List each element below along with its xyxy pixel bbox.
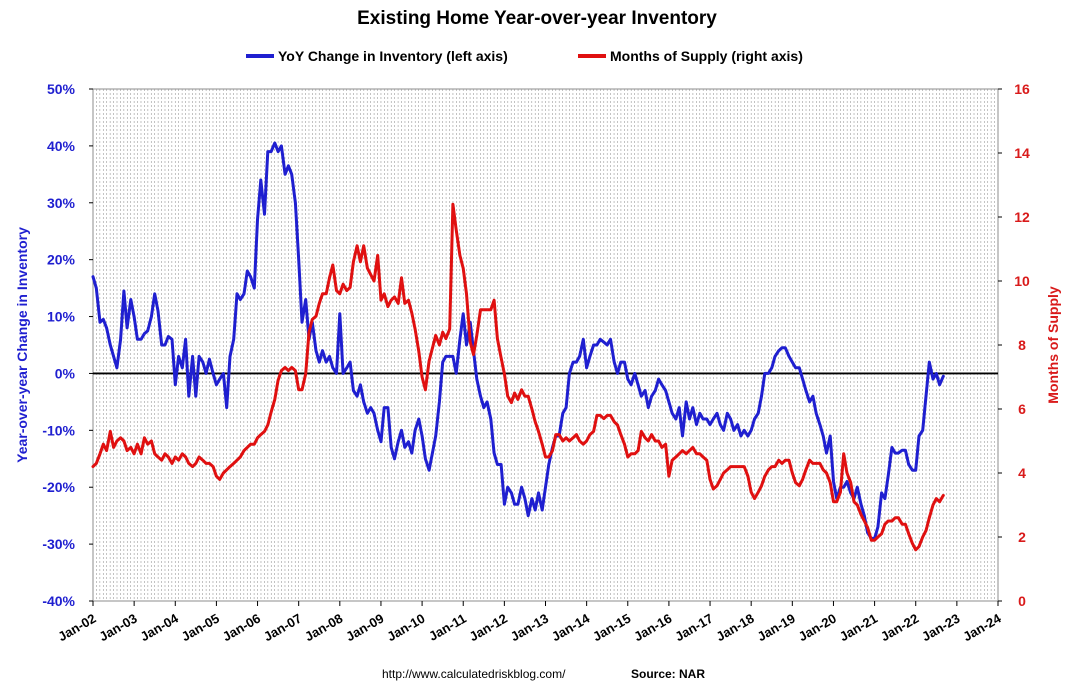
source-url: http://www.calculatedriskblog.com/ xyxy=(382,667,566,681)
x-tick-label: Jan-04 xyxy=(138,610,182,644)
x-tick-label: Jan-08 xyxy=(302,611,345,645)
y-left-tick-label: -10% xyxy=(42,422,75,438)
y-right-tick-label: 2 xyxy=(1018,529,1026,545)
x-tick-label: Jan-11 xyxy=(426,611,469,644)
x-tick-label: Jan-24 xyxy=(960,610,1004,644)
series-line-months-supply xyxy=(91,202,945,552)
x-tick-label: Jan-02 xyxy=(55,611,98,645)
x-tick-label: Jan-14 xyxy=(549,610,593,644)
series-layer xyxy=(91,141,945,552)
y-left-tick-label: 30% xyxy=(47,195,76,211)
x-tick-label: Jan-18 xyxy=(713,611,756,645)
x-tick-label: Jan-13 xyxy=(508,611,551,645)
legend: YoY Change in Inventory (left axis) Mont… xyxy=(246,48,803,64)
y-right-tick-label: 4 xyxy=(1018,465,1026,481)
x-tick-label: Jan-09 xyxy=(343,611,386,645)
x-tick-label: Jan-05 xyxy=(179,611,222,645)
x-tick-label: Jan-23 xyxy=(919,611,962,645)
y-left-tick-label: -30% xyxy=(42,536,75,552)
y-right-tick-label: 16 xyxy=(1014,81,1030,97)
x-tick-label: Jan-06 xyxy=(220,611,263,645)
x-tick-label: Jan-21 xyxy=(837,611,880,645)
x-tick-label: Jan-15 xyxy=(590,611,633,645)
x-tick-label: Jan-10 xyxy=(384,611,427,645)
y-right-tick-label: 12 xyxy=(1014,209,1030,225)
chart-title: Existing Home Year-over-year Inventory xyxy=(357,8,717,29)
y-left-tick-label: -40% xyxy=(42,593,75,609)
y-right-tick-label: 6 xyxy=(1018,401,1026,417)
y-right-tick-label: 8 xyxy=(1018,337,1026,353)
x-tick-label: Jan-03 xyxy=(96,611,139,645)
y-left-tick-label: 10% xyxy=(47,309,76,325)
x-tick-label: Jan-16 xyxy=(631,611,674,645)
x-tick-label: Jan-12 xyxy=(467,611,510,645)
series-line-yoy-inventory xyxy=(91,141,945,540)
source-label: Source: NAR xyxy=(631,667,705,681)
x-tick-label: Jan-20 xyxy=(796,611,839,645)
y-left-tick-label: 40% xyxy=(47,138,76,154)
y-axis-right-label: Months of Supply xyxy=(1045,286,1061,404)
y-right-tick-label: 14 xyxy=(1014,145,1030,161)
y-axis-left-label: Year-over-year Change in Inventory xyxy=(14,227,30,463)
x-tick-label: Jan-22 xyxy=(878,611,921,645)
x-tick-label: Jan-19 xyxy=(755,611,798,645)
y-left-tick-label: 50% xyxy=(47,81,76,97)
y-right-tick-label: 0 xyxy=(1018,593,1026,609)
y-left-tick-label: 20% xyxy=(47,252,76,268)
y-left-tick-label: 0% xyxy=(55,365,76,381)
y-left-tick-label: -20% xyxy=(42,479,75,495)
grid-layer xyxy=(93,89,998,601)
legend-label-months-supply: Months of Supply (right axis) xyxy=(610,48,803,64)
legend-label-yoy: YoY Change in Inventory (left axis) xyxy=(278,48,508,64)
y-right-tick-label: 10 xyxy=(1014,273,1030,289)
x-tick-label: Jan-17 xyxy=(672,611,715,645)
x-tick-label: Jan-07 xyxy=(261,611,304,645)
